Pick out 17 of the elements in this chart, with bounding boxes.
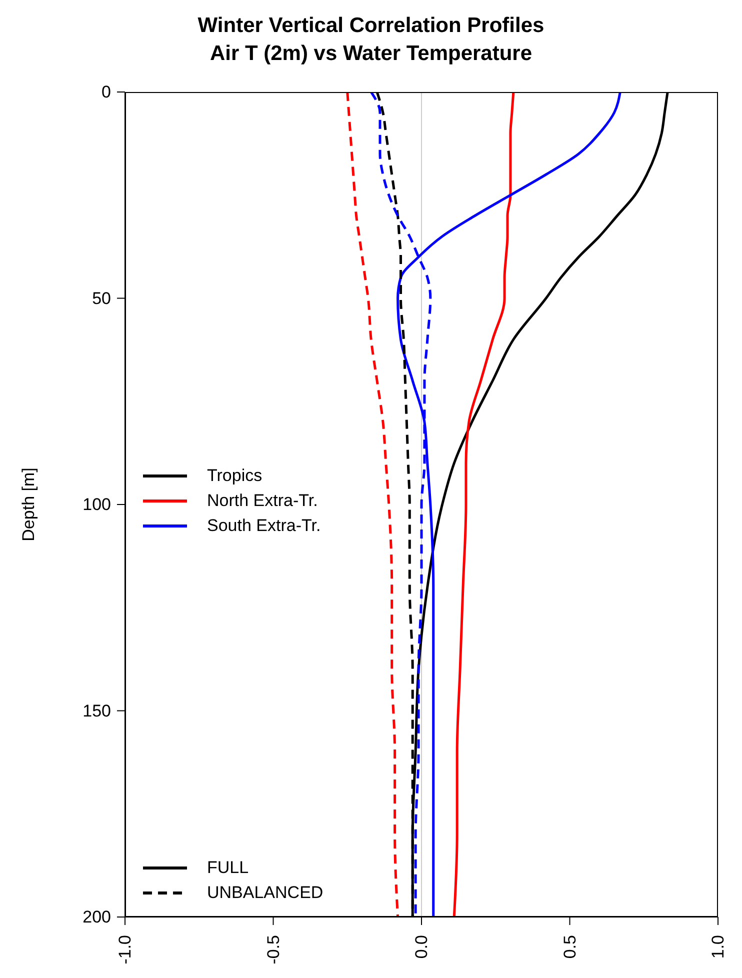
annotation: FULL bbox=[207, 857, 249, 879]
legend-label: North Extra-Tr. bbox=[207, 490, 318, 512]
y-tick-label: 100 bbox=[82, 495, 111, 514]
annotation: UNBALANCED bbox=[207, 882, 324, 904]
y-tick-label: 0 bbox=[102, 82, 111, 102]
y-tick-label: 50 bbox=[92, 288, 111, 308]
y-tick-label: 200 bbox=[82, 908, 111, 926]
x-tick-label: -0.5 bbox=[264, 935, 283, 964]
legend-label: South Extra-Tr. bbox=[207, 515, 321, 538]
chart-title: Winter Vertical Correlation Profiles Air T (2m) vs Water Temperature bbox=[196, 13, 546, 67]
legend-label: Tropics bbox=[207, 465, 262, 488]
x-tick-label: 0.0 bbox=[412, 935, 431, 959]
y-axis-title: Depth [m] bbox=[19, 468, 38, 542]
x-tick-label: 1.0 bbox=[708, 935, 728, 959]
x-tick-label: 0.5 bbox=[560, 935, 580, 959]
x-tick-label: -1.0 bbox=[116, 935, 134, 964]
y-tick-label: 150 bbox=[82, 701, 111, 720]
